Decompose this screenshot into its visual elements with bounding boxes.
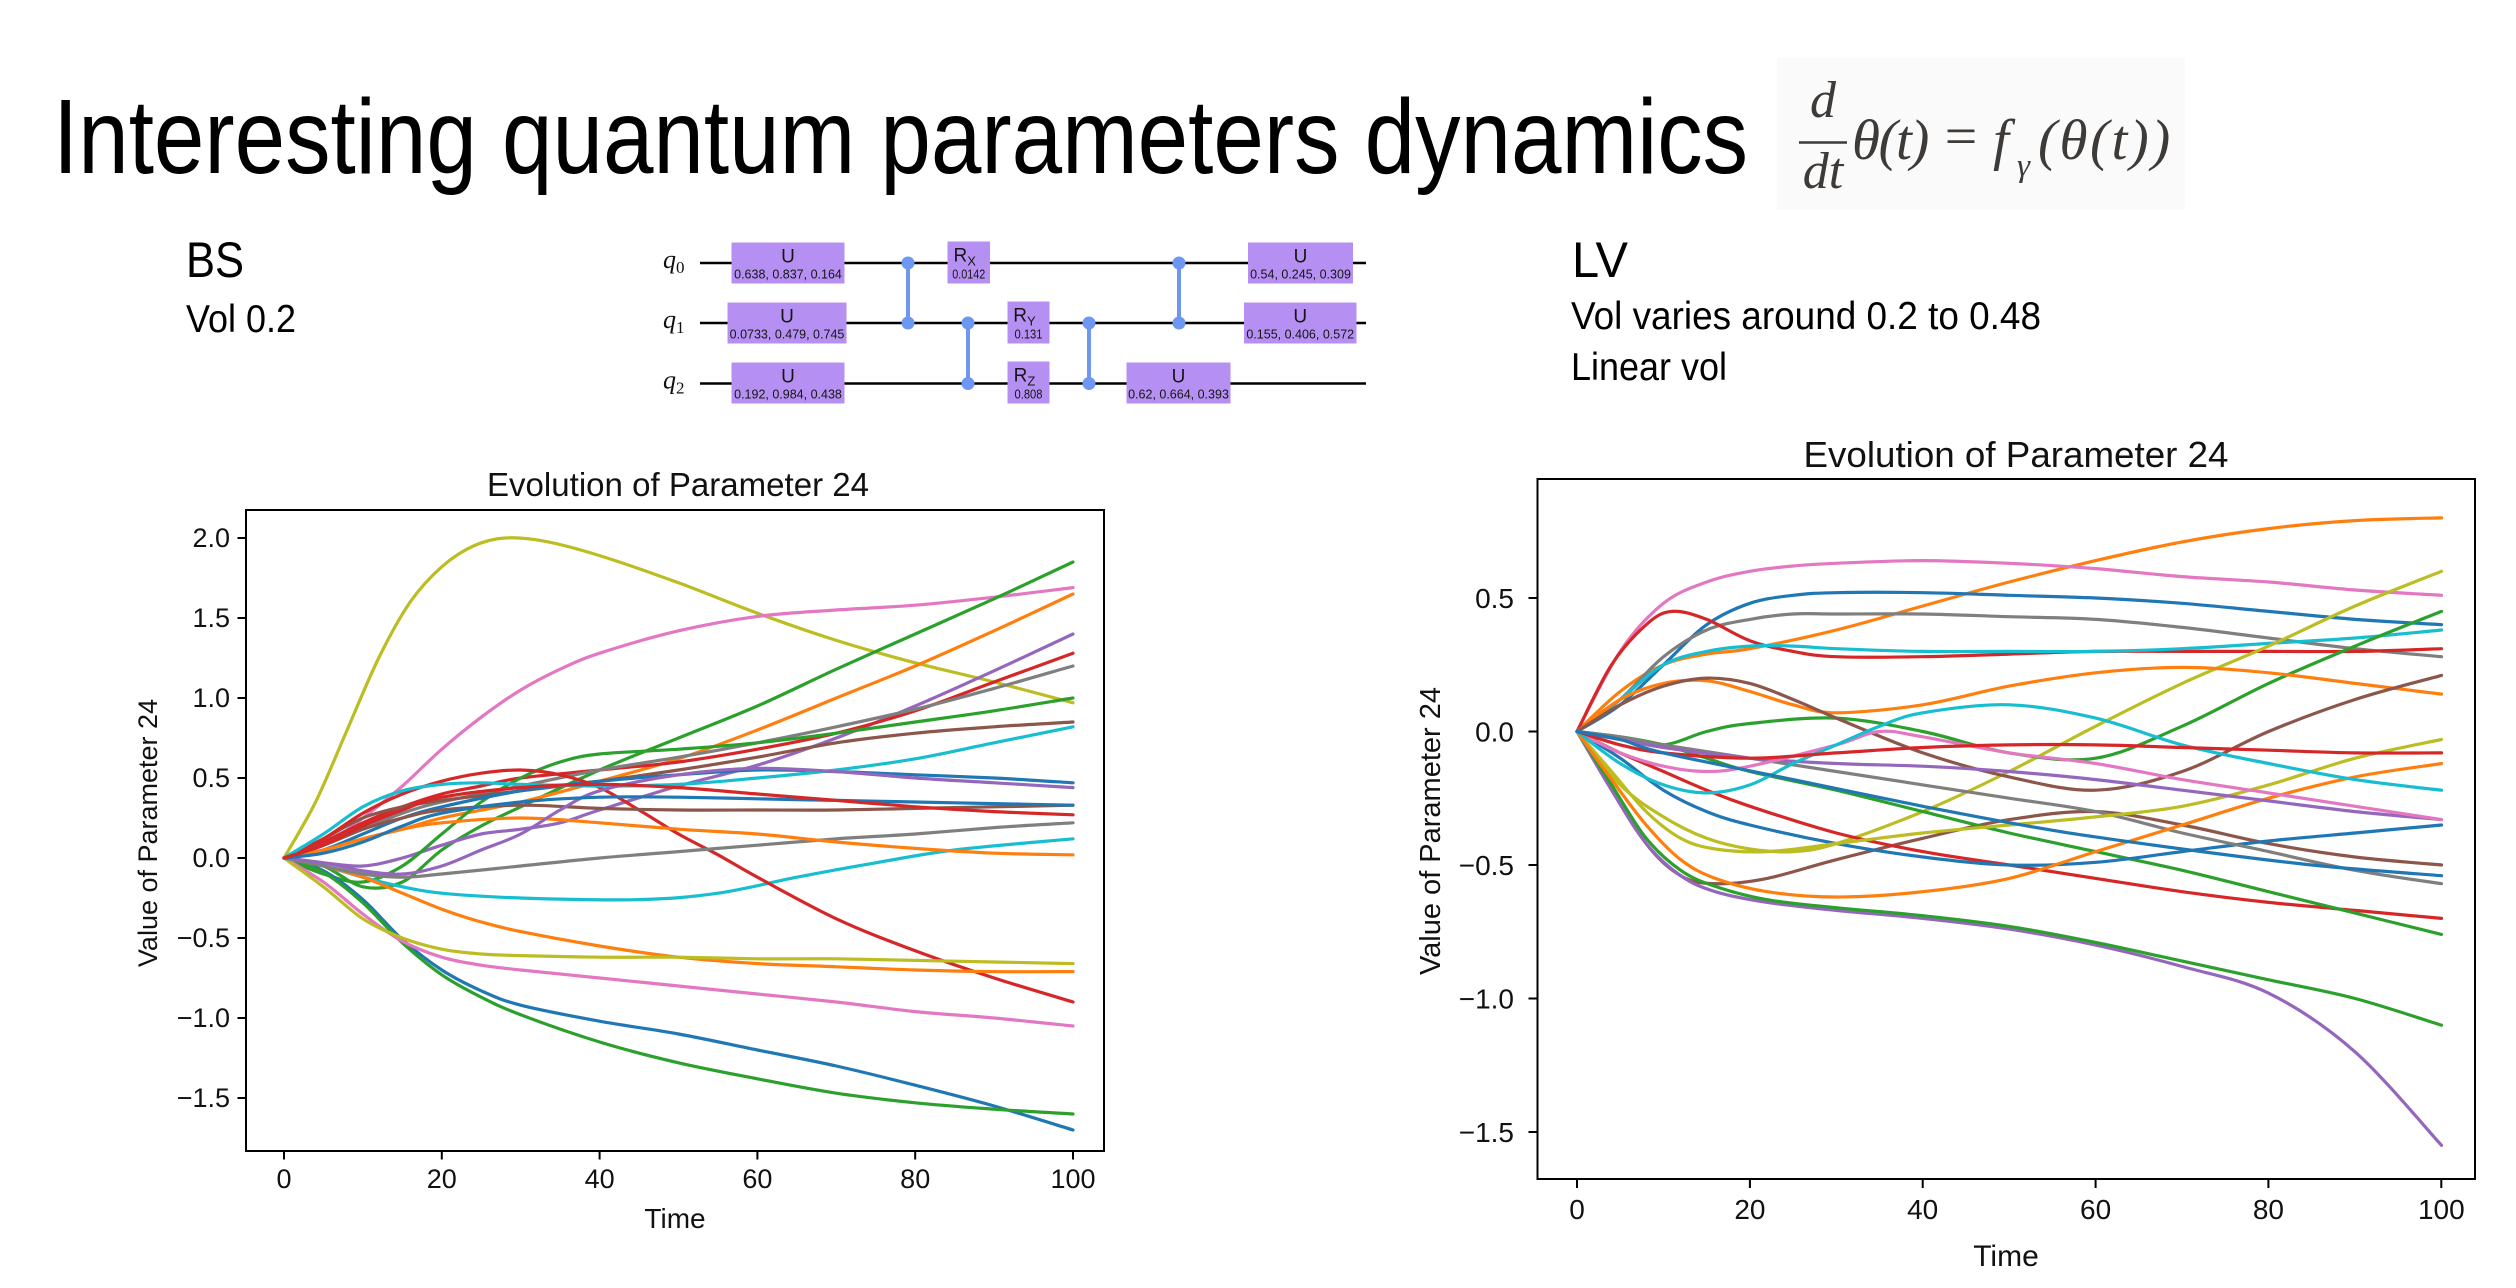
svg-text:0.0: 0.0 xyxy=(192,843,230,873)
svg-text:0.54, 0.245, 0.309: 0.54, 0.245, 0.309 xyxy=(1250,268,1351,282)
svg-text:0.192, 0.984, 0.438: 0.192, 0.984, 0.438 xyxy=(734,388,842,402)
svg-text:0.808: 0.808 xyxy=(1015,388,1043,402)
svg-text:q0: q0 xyxy=(663,245,685,277)
svg-text:Evolution of Parameter 24: Evolution of Parameter 24 xyxy=(1804,434,2229,475)
svg-text:0.62, 0.664, 0.393: 0.62, 0.664, 0.393 xyxy=(1128,388,1229,402)
svg-text:2.0: 2.0 xyxy=(192,523,230,553)
svg-text:100: 100 xyxy=(2418,1194,2465,1225)
svg-text:U: U xyxy=(780,307,794,328)
svg-text:q2: q2 xyxy=(663,366,685,398)
svg-text:U: U xyxy=(781,247,795,268)
svg-text:Interesting quantum parameters: Interesting quantum parameters dynamics xyxy=(53,78,1748,196)
svg-text:0.638, 0.837, 0.164: 0.638, 0.837, 0.164 xyxy=(734,268,842,282)
svg-text:0.5: 0.5 xyxy=(1475,583,1514,614)
svg-text:dt: dt xyxy=(1803,143,1845,200)
svg-text:40: 40 xyxy=(585,1164,615,1194)
svg-text:d: d xyxy=(1810,72,1837,129)
svg-text:1.5: 1.5 xyxy=(192,603,230,633)
svg-text:Vol varies around 0.2 to 0.48: Vol varies around 0.2 to 0.48 xyxy=(1571,295,2041,338)
svg-text:Value of Parameter 24: Value of Parameter 24 xyxy=(1415,687,1447,975)
svg-text:0.0733, 0.479, 0.745: 0.0733, 0.479, 0.745 xyxy=(730,328,845,342)
svg-text:U: U xyxy=(1293,307,1307,328)
svg-text:Vol 0.2: Vol 0.2 xyxy=(186,298,296,341)
svg-text:1.0: 1.0 xyxy=(192,683,230,713)
svg-text:−1.0: −1.0 xyxy=(1459,984,1514,1015)
svg-text:Time: Time xyxy=(644,1203,705,1234)
svg-text:−0.5: −0.5 xyxy=(177,923,230,953)
svg-text:0.5: 0.5 xyxy=(192,763,230,793)
svg-text:40: 40 xyxy=(1907,1194,1938,1225)
svg-text:−0.5: −0.5 xyxy=(1459,850,1514,881)
svg-text:Evolution of Parameter 24: Evolution of Parameter 24 xyxy=(487,466,869,503)
svg-text:0.0: 0.0 xyxy=(1475,717,1514,748)
svg-text:−1.0: −1.0 xyxy=(177,1003,230,1033)
svg-text:100: 100 xyxy=(1050,1164,1095,1194)
svg-text:U: U xyxy=(1172,367,1186,388)
svg-text:θ(t): θ(t) xyxy=(1852,109,1928,172)
svg-text:80: 80 xyxy=(900,1164,930,1194)
svg-text:LV: LV xyxy=(1572,232,1629,288)
svg-text:20: 20 xyxy=(1734,1194,1765,1225)
svg-text:20: 20 xyxy=(427,1164,457,1194)
svg-text:−1.5: −1.5 xyxy=(1459,1117,1514,1148)
svg-text:−1.5: −1.5 xyxy=(177,1083,230,1113)
svg-text:0.0142: 0.0142 xyxy=(952,268,985,282)
svg-text:BS: BS xyxy=(186,232,244,288)
svg-text:Value of Parameter 24: Value of Parameter 24 xyxy=(133,699,163,967)
svg-text:=: = xyxy=(1941,106,1980,166)
svg-text:Linear vol: Linear vol xyxy=(1571,346,1727,389)
svg-text:0.131: 0.131 xyxy=(1015,328,1043,342)
svg-text:0.155, 0.406, 0.572: 0.155, 0.406, 0.572 xyxy=(1246,328,1354,342)
svg-text:U: U xyxy=(1294,247,1308,268)
svg-text:(θ(t)): (θ(t)) xyxy=(2038,109,2173,172)
svg-text:60: 60 xyxy=(2080,1194,2111,1225)
svg-text:80: 80 xyxy=(2253,1194,2284,1225)
svg-text:γ: γ xyxy=(2017,148,2031,184)
svg-text:q1: q1 xyxy=(663,305,685,337)
svg-text:U: U xyxy=(781,367,795,388)
svg-text:Time: Time xyxy=(1973,1240,2039,1273)
svg-text:0: 0 xyxy=(1569,1194,1585,1225)
svg-text:60: 60 xyxy=(742,1164,772,1194)
svg-text:0: 0 xyxy=(276,1164,291,1194)
